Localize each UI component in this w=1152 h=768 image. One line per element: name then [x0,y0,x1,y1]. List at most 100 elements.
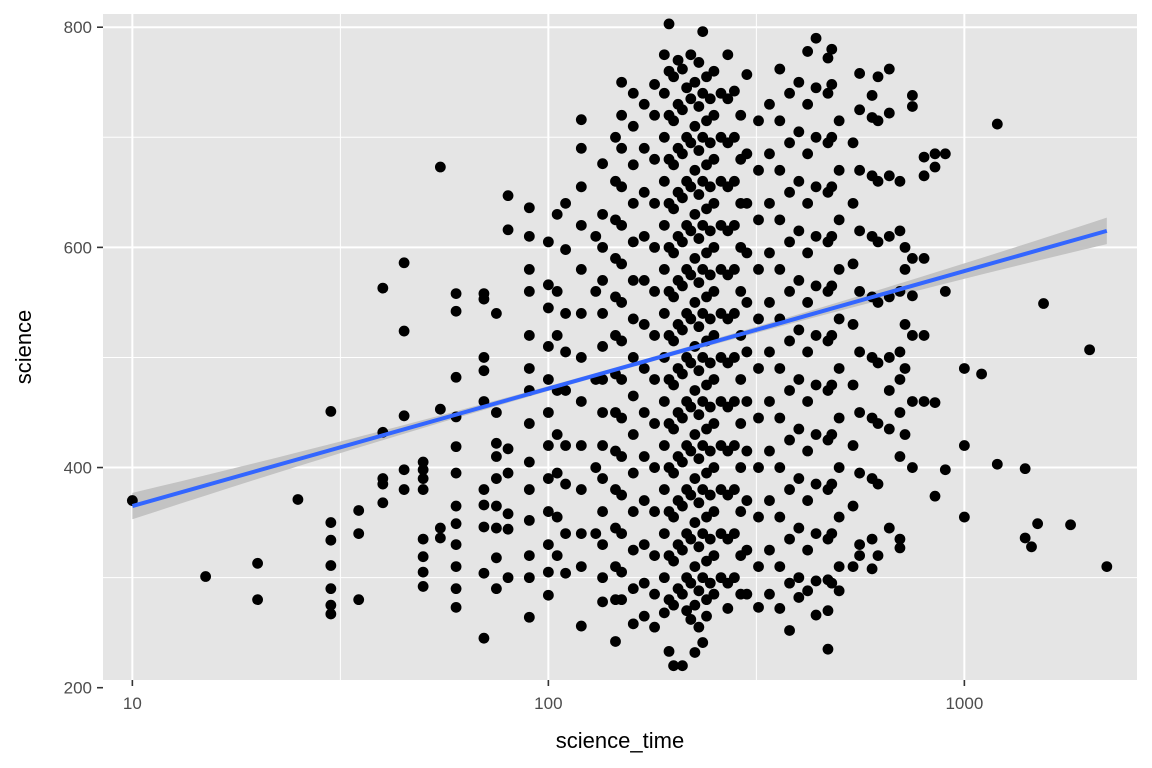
data-point [616,181,628,193]
data-point [774,561,786,573]
data-point [450,583,462,595]
data-point [826,79,838,90]
data-point [668,115,679,127]
data-point [502,443,514,455]
data-point [597,208,608,220]
data-point [854,286,866,297]
x-axis-title: science_time [556,728,684,753]
data-point [774,603,786,614]
data-point [708,286,720,297]
data-point [764,588,775,600]
data-point [523,363,535,374]
data-point [793,324,805,336]
data-point [575,528,587,539]
data-point [478,484,490,495]
data-point [697,175,709,187]
data-point [918,396,930,407]
data-point [616,335,628,347]
data-point [784,335,795,347]
data-point [697,26,709,38]
data-point [1019,532,1031,544]
data-point [627,236,639,248]
data-point [542,566,554,578]
data-point [590,528,602,539]
data-point [894,175,906,187]
data-point [685,181,697,193]
data-point [677,280,688,292]
data-point [353,594,365,606]
data-point [693,409,705,421]
data-point [701,555,712,567]
data-point [774,115,786,127]
data-point [627,197,639,209]
data-point [434,522,446,534]
data-point [810,478,822,490]
data-point [701,379,712,391]
data-point [847,137,859,149]
data-point [894,451,906,462]
data-point [377,497,389,509]
data-point [697,528,709,539]
data-point [833,263,845,275]
data-point [693,101,705,112]
data-point [668,511,679,523]
data-point [991,458,1003,470]
data-point [929,397,941,408]
data-point [753,164,764,176]
data-point [833,462,845,473]
data-point [575,620,587,632]
data-point [704,181,716,193]
data-point [854,164,866,176]
data-point [854,225,866,237]
data-point [701,594,712,606]
data-point [899,241,911,253]
data-point [575,142,587,154]
data-point [906,396,918,407]
data-point [764,495,775,506]
data-point [649,153,660,165]
data-point [649,241,660,253]
data-point [627,352,639,363]
data-point [833,214,845,226]
data-point [542,279,554,291]
data-point [627,506,639,517]
data-point [638,610,650,622]
data-point [590,230,602,242]
data-point [701,610,712,622]
data-point [575,484,587,495]
data-point [693,277,705,289]
data-point [872,418,884,429]
data-point [906,330,918,341]
data-point [638,186,650,198]
data-point [610,131,621,143]
data-point [685,533,697,545]
data-point [701,159,712,171]
data-point [450,467,462,479]
data-point [616,594,628,606]
data-point [793,126,805,138]
data-point [872,236,884,248]
data-point [708,506,720,517]
data-point [478,293,490,305]
data-point [542,374,554,385]
data-point [697,308,709,319]
data-point [523,611,535,623]
data-point [523,484,535,495]
data-point [774,214,786,226]
data-point [663,645,675,657]
data-point [784,484,795,495]
data-point [906,90,918,101]
data-point [325,517,337,528]
data-point [883,385,895,396]
data-point [708,153,720,165]
data-point [658,528,670,539]
data-point [325,583,337,595]
data-point [478,499,490,511]
data-point [894,346,906,358]
data-point [450,601,462,613]
data-point [822,87,834,99]
data-point [833,511,845,523]
data-point [802,197,814,209]
data-point [810,32,822,44]
data-point [741,297,753,308]
